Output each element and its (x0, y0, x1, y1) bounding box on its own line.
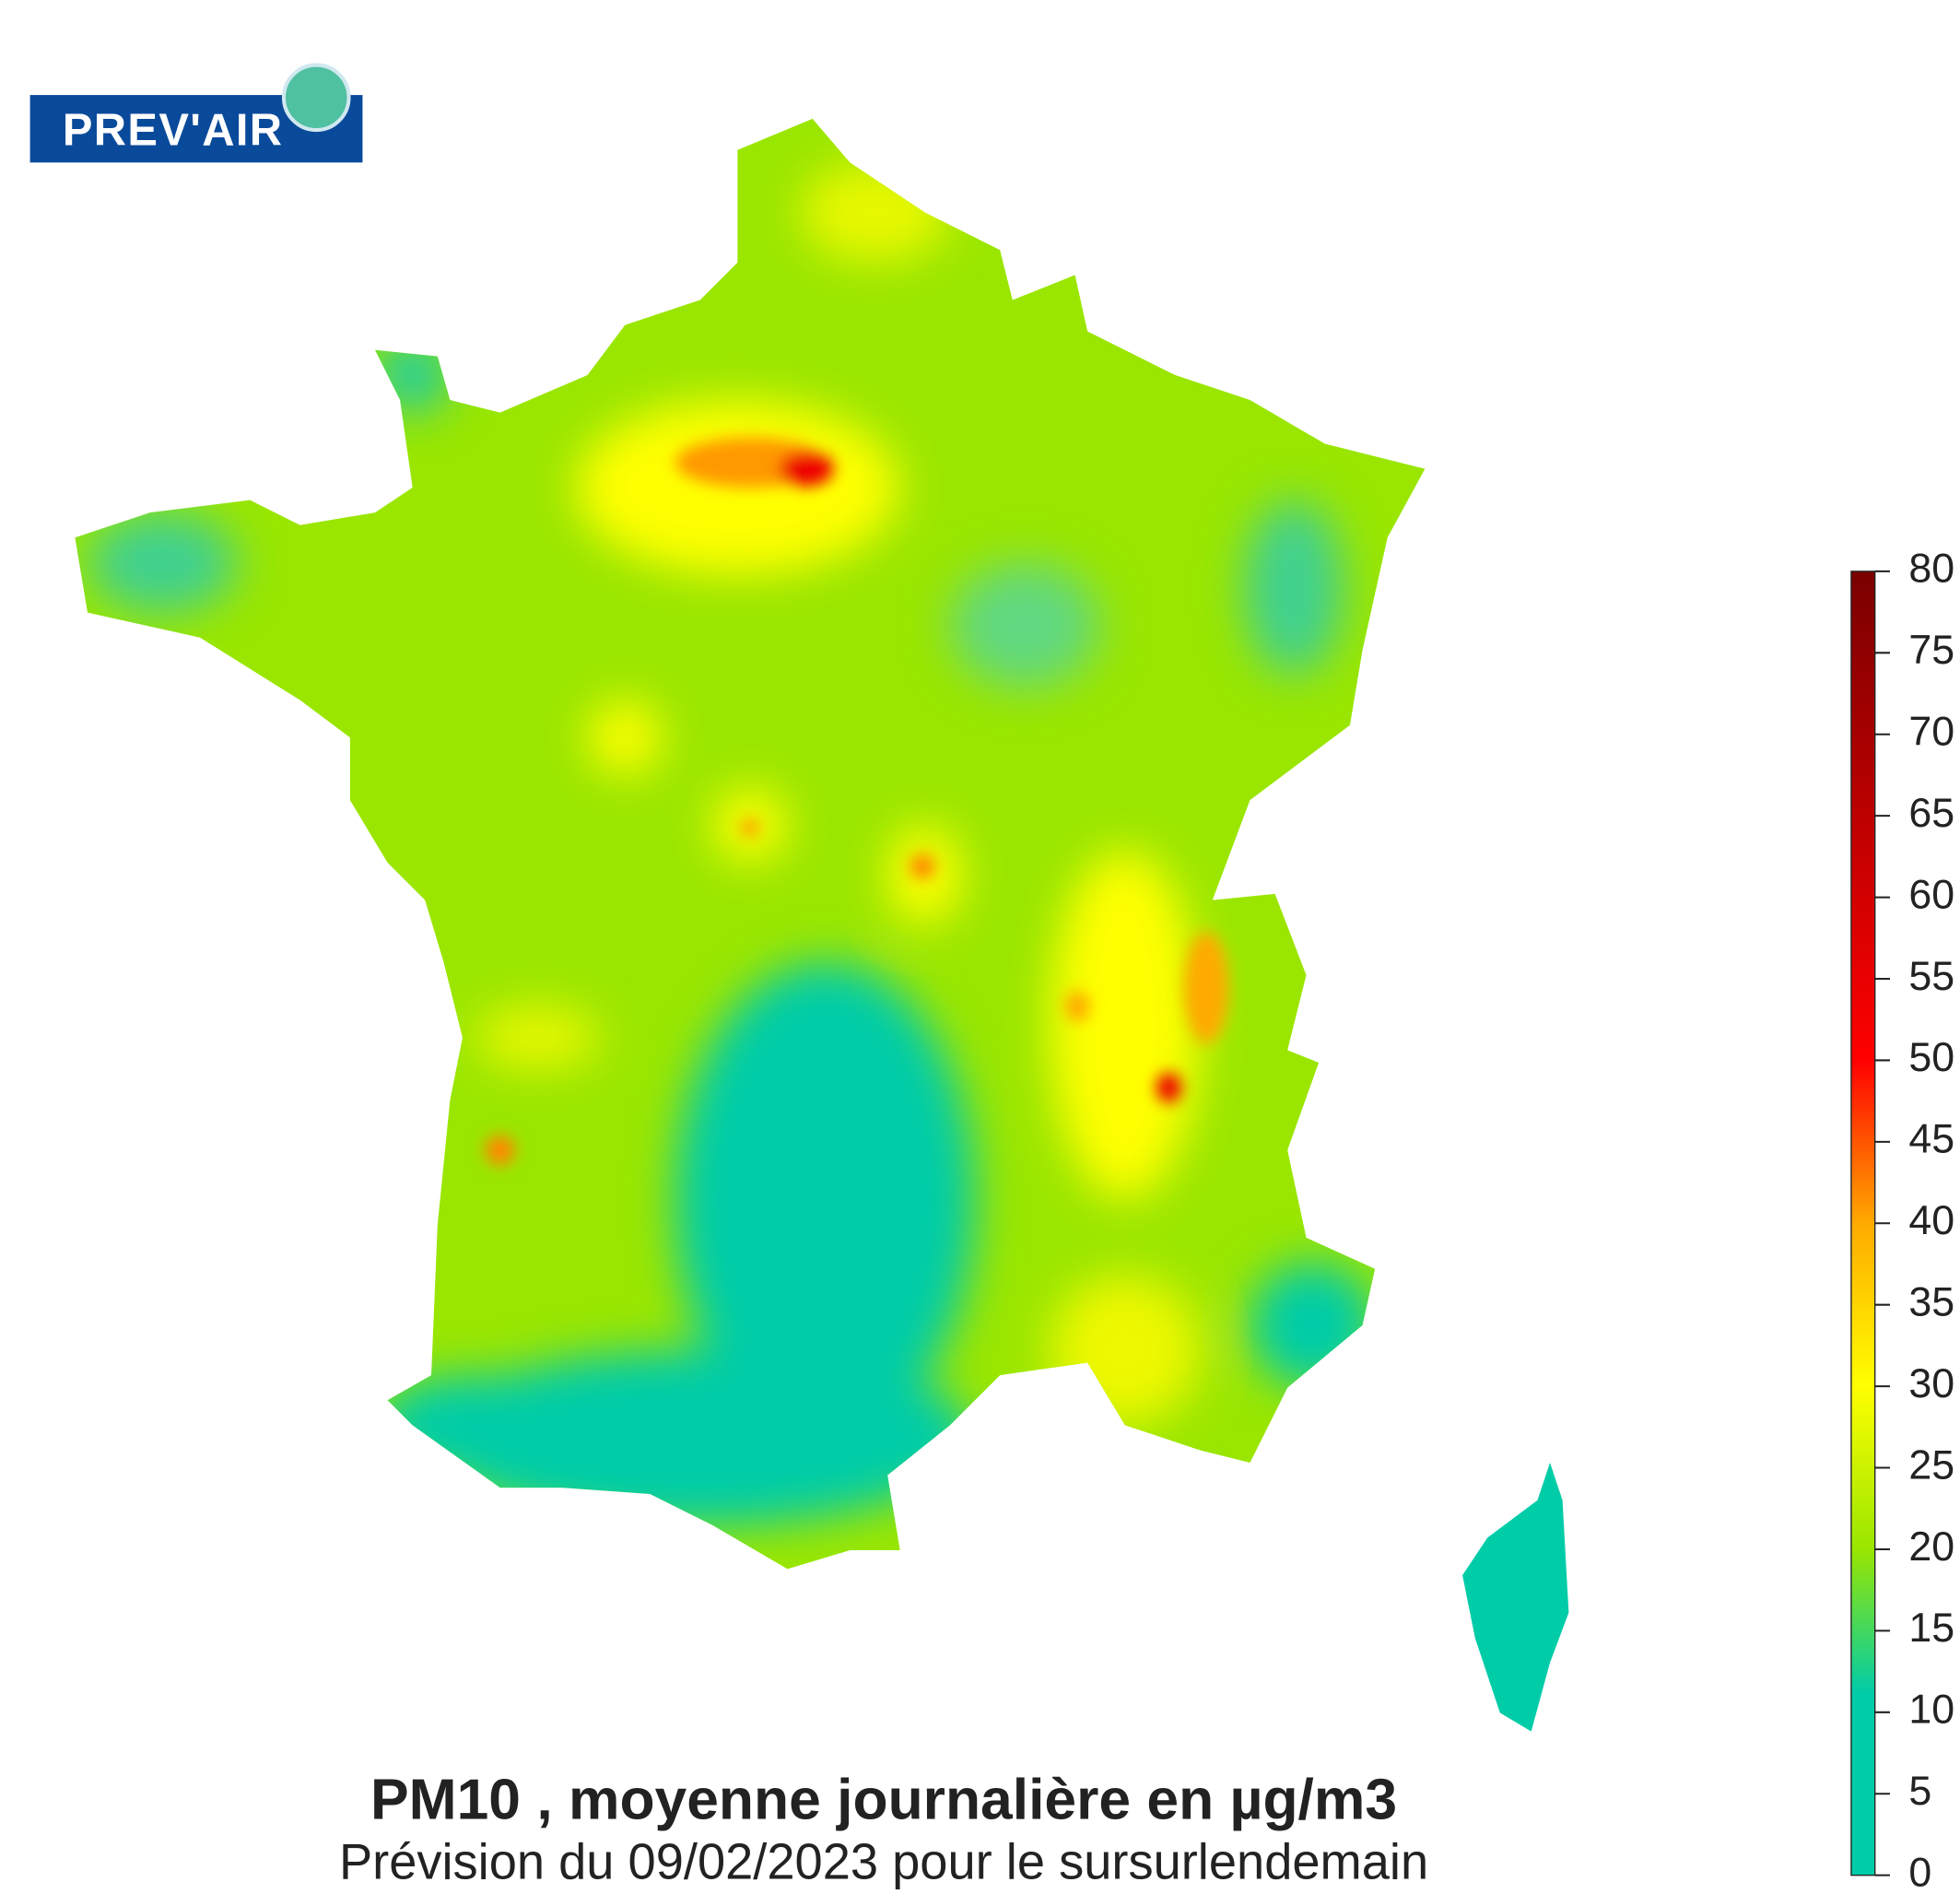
colorbar-tick-label: 30 (1908, 1360, 1954, 1406)
logo-text: PREV'AIR (63, 105, 284, 155)
colorbar-tick-label: 50 (1908, 1034, 1954, 1080)
colorbar-tick-label: 65 (1908, 790, 1954, 836)
colorbar-tick-label: 60 (1908, 871, 1954, 917)
colorbar-tick-label: 35 (1908, 1279, 1954, 1325)
colorbar-tick-label: 10 (1908, 1687, 1954, 1733)
colorbar-tick-label: 55 (1908, 953, 1954, 999)
colorbar-tick-label: 40 (1908, 1197, 1954, 1243)
logo-globe (281, 63, 351, 133)
colorbar-scale (1850, 571, 1876, 1876)
colorbar: 0 5 10 15 20 25 30 35 40 45 50 55 60 65 70 75 80 (1850, 546, 1954, 1894)
colorbar-tick-label: 80 (1908, 546, 1954, 592)
colorbar-tick-label: 15 (1908, 1605, 1954, 1651)
colorbar-tick-label: 70 (1908, 709, 1954, 755)
colorbar-tick-label: 75 (1908, 627, 1954, 673)
colorbar-tick-label: 5 (1908, 1768, 1931, 1814)
corsica (1462, 1463, 1569, 1732)
colorbar-tick-label: 45 (1908, 1116, 1954, 1162)
map-title: PM10 , moyenne journalière en µg/m3 (370, 1769, 1397, 1832)
colorbar-tick-label: 20 (1908, 1523, 1954, 1570)
colorbar-tick-label: 25 (1908, 1441, 1954, 1488)
colorbar-tick-label: 0 (1908, 1849, 1931, 1894)
logo: PREV'AIR (29, 63, 363, 163)
france-map (75, 118, 1569, 1732)
map-subtitle: Prévision du 09/02/2023 pour le sursurle… (339, 1835, 1428, 1890)
